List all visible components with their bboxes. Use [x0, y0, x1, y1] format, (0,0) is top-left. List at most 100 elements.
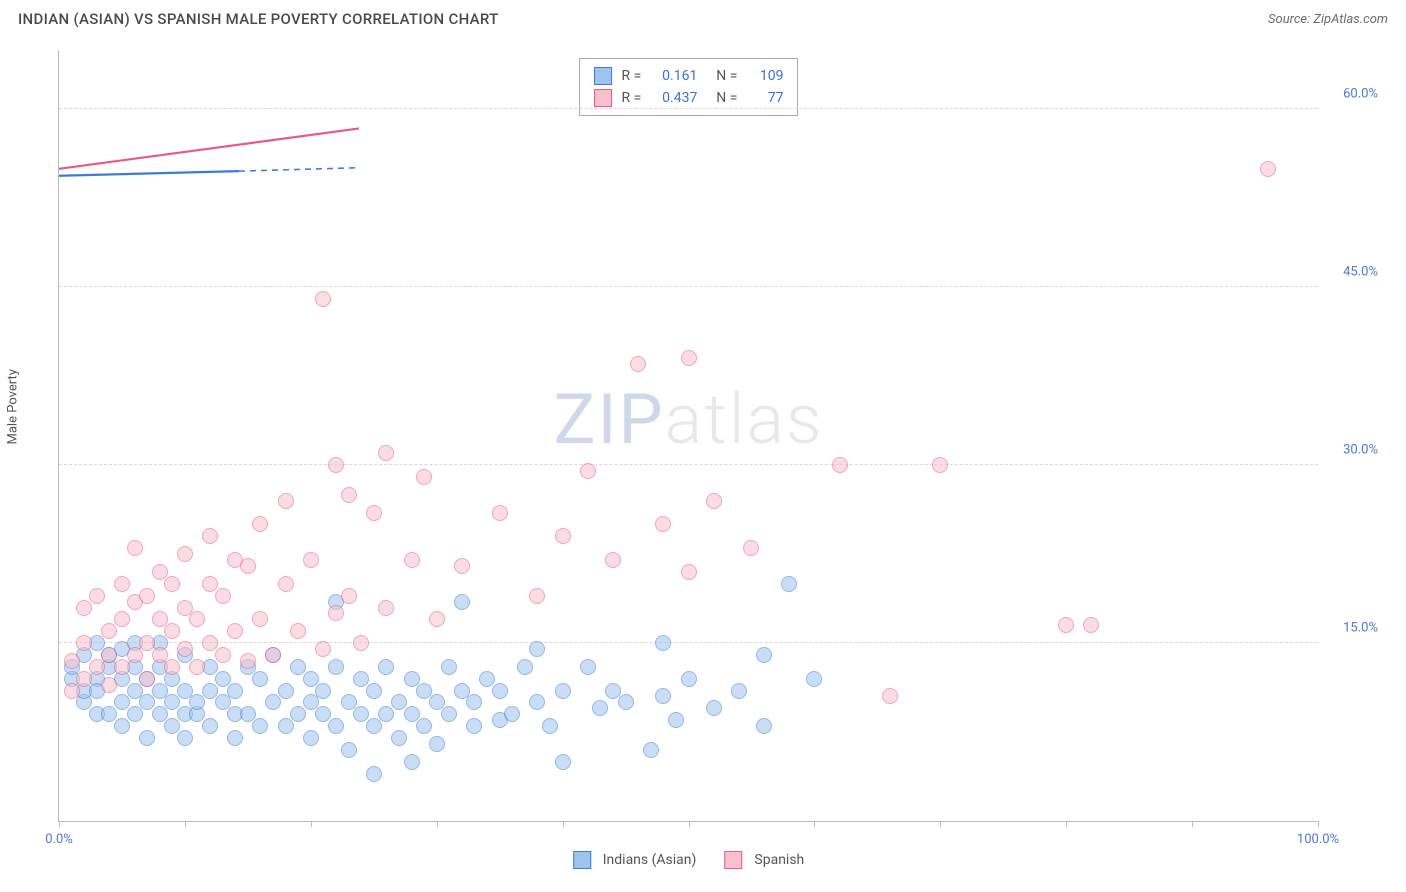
data-point-spanish [76, 600, 92, 616]
data-point-indians [227, 730, 243, 746]
x-tick [59, 821, 60, 827]
data-point-indians [756, 647, 772, 663]
y-axis-label: Male Poverty [6, 369, 21, 444]
data-point-spanish [655, 516, 671, 532]
data-point-spanish [681, 564, 697, 580]
data-point-indians [278, 683, 294, 699]
data-point-spanish [555, 528, 571, 544]
data-point-spanish [240, 558, 256, 574]
data-point-indians [391, 730, 407, 746]
x-tick [814, 821, 815, 827]
data-point-indians [139, 730, 155, 746]
data-point-spanish [341, 588, 357, 604]
n-label: N = [716, 65, 737, 87]
data-point-spanish [366, 505, 382, 521]
x-tick [311, 821, 312, 827]
data-point-spanish [832, 457, 848, 473]
chart-title: INDIAN (ASIAN) VS SPANISH MALE POVERTY C… [18, 10, 499, 28]
data-point-spanish [202, 528, 218, 544]
trend-lines [59, 50, 359, 200]
data-point-indians [781, 576, 797, 592]
data-point-spanish [303, 552, 319, 568]
data-point-indians [366, 766, 382, 782]
data-point-indians [441, 706, 457, 722]
data-point-indians [756, 718, 772, 734]
data-point-indians [265, 694, 281, 710]
n-value: 109 [743, 65, 783, 87]
legend-row-indians: R =0.161 N =109 [594, 65, 784, 87]
data-point-indians [252, 671, 268, 687]
plot-area: ZIPatlas R =0.161 N =109R =0.437 N =77 I… [58, 50, 1318, 822]
data-point-spanish [164, 623, 180, 639]
legend-row-spanish: R =0.437 N = 77 [594, 87, 784, 109]
data-point-spanish [681, 350, 697, 366]
data-point-indians [114, 718, 130, 734]
data-point-indians [655, 635, 671, 651]
gridline [59, 642, 1318, 643]
data-point-spanish [278, 576, 294, 592]
data-point-indians [378, 659, 394, 675]
r-value: 0.437 [647, 87, 697, 109]
r-label: R = [622, 87, 642, 109]
data-point-indians [303, 730, 319, 746]
data-point-spanish [252, 611, 268, 627]
data-point-indians [441, 659, 457, 675]
data-point-indians [731, 683, 747, 699]
data-point-spanish [215, 588, 231, 604]
series-legend: Indians (Asian)Spanish [573, 851, 805, 869]
legend-item: Spanish [724, 851, 804, 869]
y-tick-label: 15.0% [1343, 621, 1378, 636]
x-tick-label: 0.0% [45, 832, 73, 847]
x-tick [437, 821, 438, 827]
gridline [59, 108, 1318, 109]
y-tick-label: 45.0% [1343, 265, 1378, 280]
data-point-indians [404, 754, 420, 770]
data-point-indians [706, 700, 722, 716]
data-point-indians [366, 718, 382, 734]
data-point-indians [466, 718, 482, 734]
data-point-spanish [114, 611, 130, 627]
watermark: ZIPatlas [554, 379, 824, 461]
data-point-indians [429, 736, 445, 752]
data-point-spanish [605, 552, 621, 568]
data-point-spanish [227, 623, 243, 639]
data-point-spanish [177, 641, 193, 657]
data-point-spanish [64, 653, 80, 669]
data-point-indians [202, 718, 218, 734]
data-point-indians [555, 754, 571, 770]
x-tick [1066, 821, 1067, 827]
data-point-spanish [706, 493, 722, 509]
data-point-spanish [315, 641, 331, 657]
data-point-spanish [127, 647, 143, 663]
x-tick [940, 821, 941, 827]
data-point-spanish [189, 659, 205, 675]
data-point-spanish [64, 683, 80, 699]
data-point-indians [378, 706, 394, 722]
data-point-spanish [882, 688, 898, 704]
data-point-indians [341, 742, 357, 758]
correlation-legend: R =0.161 N =109R =0.437 N =77 [579, 58, 799, 116]
data-point-indians [529, 641, 545, 657]
data-point-spanish [429, 611, 445, 627]
data-point-indians [315, 683, 331, 699]
data-point-spanish [215, 647, 231, 663]
legend-swatch [724, 851, 742, 869]
data-point-indians [227, 683, 243, 699]
data-point-spanish [89, 659, 105, 675]
x-tick [185, 821, 186, 827]
n-label: N = [716, 87, 737, 109]
legend-swatch [594, 89, 612, 107]
data-point-spanish [164, 659, 180, 675]
data-point-indians [177, 730, 193, 746]
n-value: 77 [743, 87, 783, 109]
data-point-indians [328, 718, 344, 734]
data-point-spanish [177, 546, 193, 562]
data-point-spanish [252, 516, 268, 532]
data-point-indians [655, 688, 671, 704]
data-point-indians [542, 718, 558, 734]
data-point-indians [189, 694, 205, 710]
x-tick [689, 821, 690, 827]
data-point-indians [643, 742, 659, 758]
legend-swatch [573, 851, 591, 869]
data-point-spanish [492, 505, 508, 521]
